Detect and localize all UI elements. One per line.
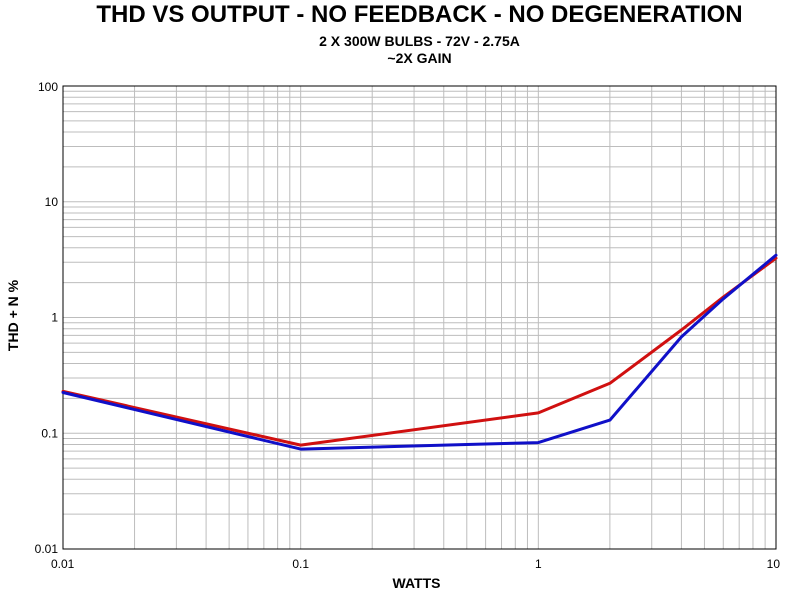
chart-subtitle-line-1: 2 X 300W BULBS - 72V - 2.75A [319, 33, 520, 49]
plot-frame [62, 85, 777, 550]
x-tick-label: 1 [535, 557, 542, 571]
series-group [61, 253, 778, 451]
x-tick-label: 0.1 [292, 557, 309, 571]
y-axis-label: THD + N % [5, 279, 21, 351]
grid [63, 86, 776, 549]
series-line-2 [61, 253, 778, 451]
y-tick-label: 100 [38, 80, 58, 94]
y-tick-label: 0.01 [35, 542, 59, 556]
y-tick-label: 0.1 [41, 426, 58, 440]
x-tick-label: 10 [767, 557, 781, 571]
x-axis-label: WATTS [393, 575, 441, 591]
chart-title: THD VS OUTPUT - NO FEEDBACK - NO DEGENER… [96, 1, 743, 28]
chart-subtitle-line-2: ~2X GAIN [387, 50, 452, 66]
y-tick-label: 10 [45, 195, 59, 209]
y-tick-label: 1 [51, 311, 58, 325]
tick-labels: 0.01 0.1 1 10 0.01 0.1 1 10 100 [35, 80, 781, 571]
x-tick-label: 0.01 [51, 557, 75, 571]
